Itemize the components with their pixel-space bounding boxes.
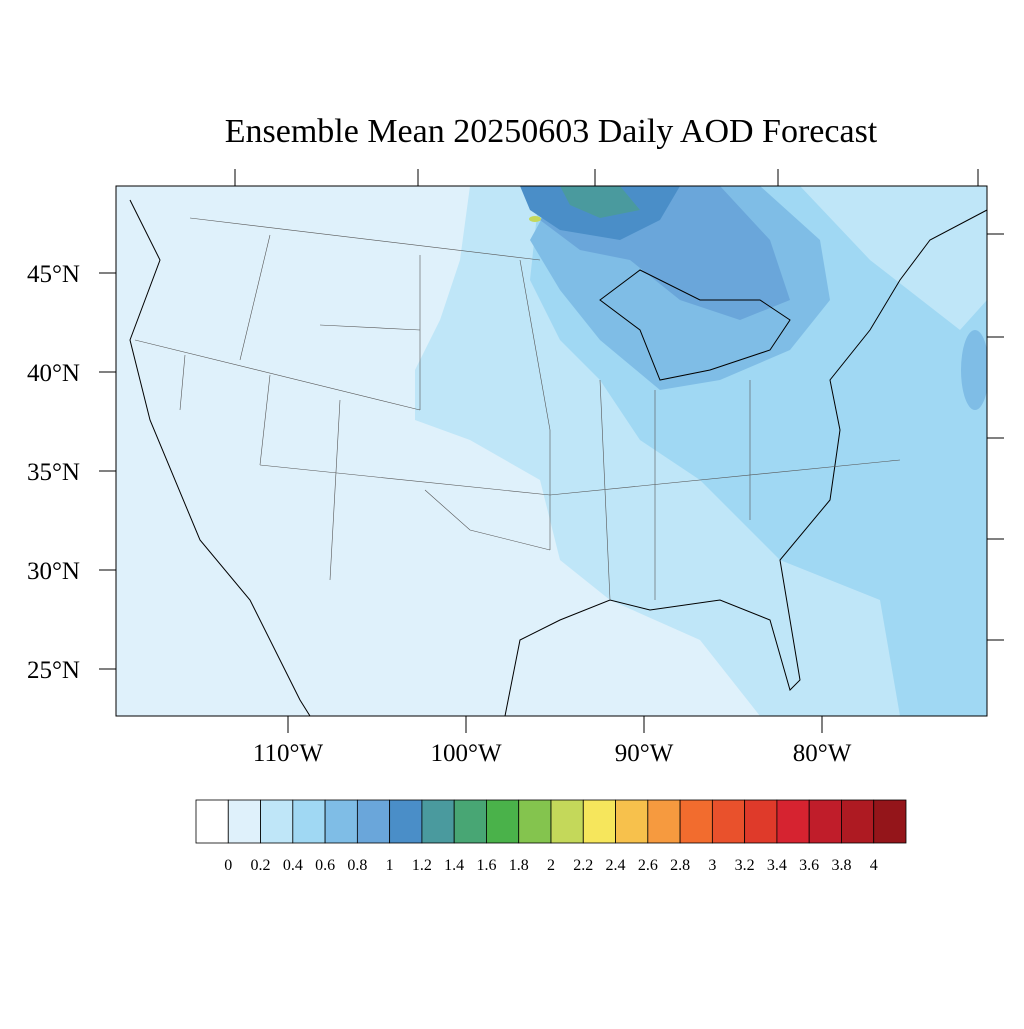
lon-tick-label: 100°W bbox=[430, 740, 501, 767]
colorbar-box bbox=[292, 799, 326, 844]
colorbar-box bbox=[582, 799, 616, 844]
axes: 45°N 40°N 35°N 30°N 25°N 110°W 100°W 90°W 80°W bbox=[27, 261, 852, 767]
field-level bbox=[529, 216, 541, 222]
lat-tick-label: 45°N bbox=[27, 261, 80, 288]
colorbar-label: 0.4 bbox=[283, 857, 303, 874]
colorbar-label: 2.2 bbox=[573, 857, 593, 874]
colorbar-box bbox=[615, 799, 649, 844]
colorbar-box bbox=[776, 799, 810, 844]
lat-tick-label: 35°N bbox=[27, 459, 80, 486]
colorbar-box bbox=[227, 799, 261, 844]
colorbar-box bbox=[260, 799, 294, 844]
colorbar-label: 3.8 bbox=[831, 857, 851, 874]
colorbar-box bbox=[711, 799, 746, 844]
colorbar-box bbox=[841, 799, 875, 844]
colorbar-label: 3.4 bbox=[767, 857, 787, 874]
colorbar-box bbox=[324, 799, 358, 844]
colorbar-box bbox=[195, 799, 229, 844]
colorbar-label: 2 bbox=[547, 857, 555, 874]
colorbar-box bbox=[647, 799, 681, 844]
colorbar-box bbox=[356, 799, 391, 844]
colorbar-box bbox=[550, 799, 584, 844]
lon-tick-label: 80°W bbox=[793, 740, 852, 767]
colorbar-box bbox=[744, 799, 778, 844]
colorbar-label: 1.2 bbox=[412, 857, 432, 874]
lat-tick-label: 25°N bbox=[27, 657, 80, 684]
colorbar-label: 0 bbox=[224, 857, 232, 874]
colorbar-box bbox=[453, 799, 487, 844]
colorbar-box bbox=[808, 799, 842, 844]
colorbar-label: 2.6 bbox=[638, 857, 658, 874]
frame-ticks bbox=[234, 169, 1004, 641]
map-frame bbox=[115, 185, 988, 717]
colorbar-label: 4 bbox=[870, 857, 878, 874]
colorbar-box bbox=[486, 799, 520, 844]
colorbar-box bbox=[873, 799, 907, 844]
colorbar-label: 0.6 bbox=[315, 857, 335, 874]
lat-tick-label: 40°N bbox=[27, 360, 80, 387]
lon-tick-label: 110°W bbox=[253, 740, 324, 767]
lon-tick-label: 90°W bbox=[615, 740, 674, 767]
map-title: Ensemble Mean 20250603 Daily AOD Forecas… bbox=[225, 113, 878, 150]
aod-field bbox=[116, 186, 987, 716]
colorbar-label: 2.8 bbox=[670, 857, 690, 874]
state-borders bbox=[134, 217, 901, 601]
lat-tick-label: 30°N bbox=[27, 558, 80, 585]
field-level bbox=[560, 186, 640, 218]
colorbar-label: 3.2 bbox=[735, 857, 755, 874]
colorbar-label: 1 bbox=[386, 857, 394, 874]
colorbar-label: 1.4 bbox=[444, 857, 464, 874]
field-level bbox=[961, 330, 987, 410]
colorbar-box bbox=[518, 799, 552, 844]
coastline bbox=[129, 199, 987, 716]
colorbar-label: 3 bbox=[708, 857, 716, 874]
colorbar-label: 0.2 bbox=[251, 857, 271, 874]
colorbar-box bbox=[421, 799, 455, 844]
colorbar-label: 1.6 bbox=[476, 857, 496, 874]
colorbar-box bbox=[389, 799, 423, 844]
colorbar: 0 0.2 0.4 0.6 0.8 1 1.2 1.4 1.6 1.8 2 2.2 2.4 2.6 2.8 3… bbox=[195, 799, 907, 874]
colorbar-label: 1.8 bbox=[509, 857, 529, 874]
colorbar-label: 3.6 bbox=[799, 857, 819, 874]
colorbar-label: 2.4 bbox=[606, 857, 626, 874]
colorbar-label: 0.8 bbox=[347, 857, 367, 874]
colorbar-box bbox=[679, 799, 713, 844]
